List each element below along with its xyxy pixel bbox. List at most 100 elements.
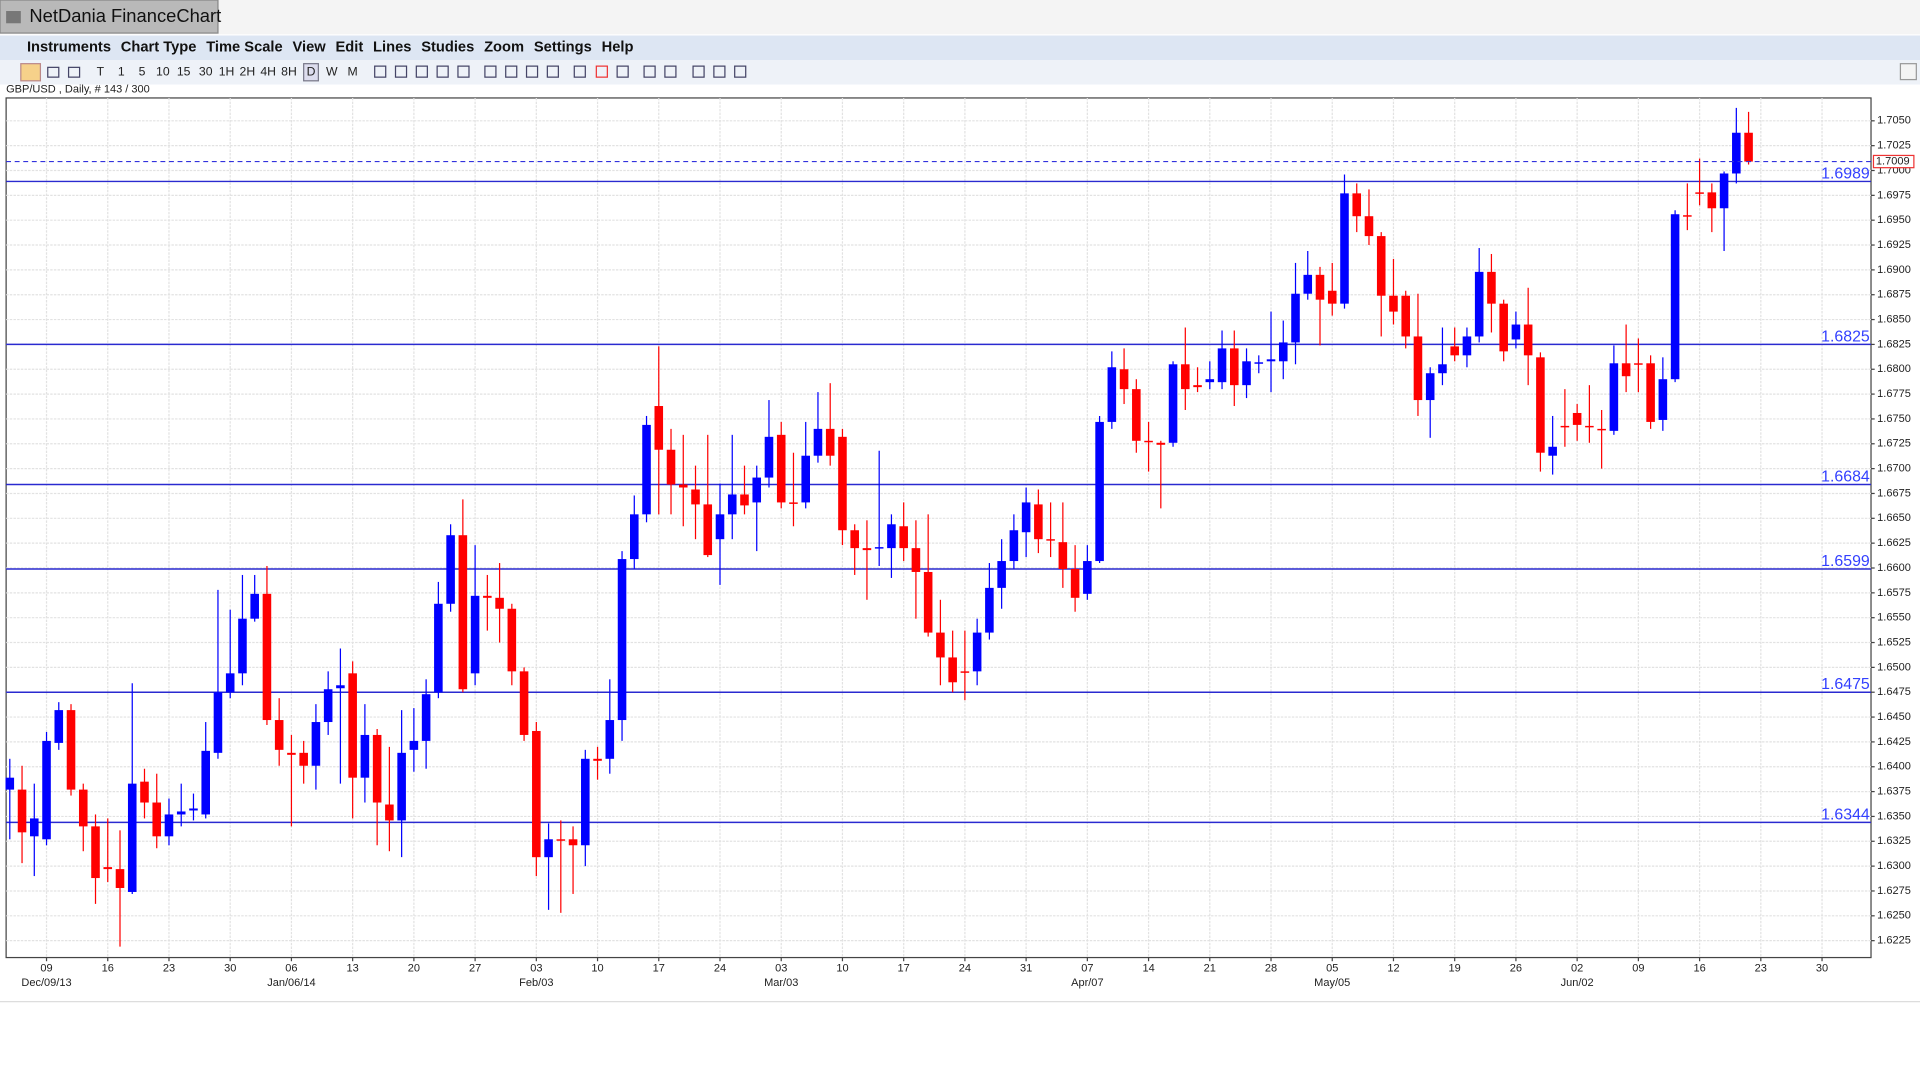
tool-icon[interactable] — [546, 65, 559, 78]
candle-body — [740, 494, 749, 506]
candle-body — [1548, 446, 1557, 456]
tool-icon[interactable] — [616, 65, 629, 78]
tool-icon[interactable] — [525, 65, 539, 78]
candle-body — [862, 548, 872, 551]
candle-body — [91, 826, 100, 879]
candle-body — [299, 752, 308, 766]
candle-body — [1009, 530, 1019, 562]
tool-button[interactable]: W — [326, 64, 338, 78]
tool-button[interactable]: 4H — [260, 64, 276, 78]
candle-body — [789, 502, 798, 504]
tool-icon[interactable] — [573, 65, 586, 78]
menu-item[interactable]: Help — [602, 40, 634, 56]
candle-body — [1536, 357, 1545, 453]
candle-body — [164, 814, 174, 837]
tool-button[interactable]: 2H — [240, 64, 256, 78]
candle-body — [225, 673, 235, 693]
tool-icon[interactable] — [457, 65, 470, 78]
candle-body — [434, 603, 443, 693]
x-tick-label: 02 — [1571, 962, 1583, 974]
candle-body — [1499, 303, 1508, 352]
x-tick-label: 12 — [1387, 962, 1399, 974]
menu-item[interactable]: View — [292, 40, 326, 56]
plot-area — [5, 97, 1872, 959]
window-title: NetDania FinanceChart — [29, 5, 221, 26]
tool-button[interactable]: 10 — [156, 64, 170, 78]
tool-icon[interactable] — [713, 65, 726, 78]
tool-button[interactable]: D — [307, 64, 316, 78]
tool-button[interactable]: 30 — [199, 64, 213, 78]
title-bar — [0, 0, 1920, 35]
candle-body — [1364, 216, 1374, 237]
tool-button[interactable]: 5 — [139, 64, 146, 78]
y-tick-label: 1.6375 — [1877, 786, 1911, 798]
tool-icon[interactable] — [47, 66, 60, 78]
candle-body — [30, 818, 39, 837]
tool-icon[interactable] — [643, 65, 656, 78]
menu-item[interactable]: Chart Type — [121, 40, 197, 56]
candle-body — [152, 802, 162, 837]
candle-body — [1291, 293, 1300, 343]
candle-body — [495, 597, 504, 609]
candle-body — [617, 559, 627, 721]
menu-item[interactable]: Studies — [421, 40, 474, 56]
menu-item[interactable]: Zoom — [484, 40, 524, 56]
menu-item[interactable]: Lines — [373, 40, 411, 56]
menu-item[interactable]: Time Scale — [206, 40, 282, 56]
candle-body — [1254, 362, 1264, 364]
level-label: 1.6684 — [1821, 468, 1870, 485]
tool-icon[interactable] — [484, 65, 497, 78]
candle-body — [1315, 274, 1325, 300]
candle-body — [1058, 542, 1068, 569]
candle-body — [1352, 193, 1362, 217]
tool-icon[interactable] — [692, 65, 705, 78]
y-tick-label: 1.7025 — [1877, 140, 1911, 152]
tool-icon[interactable] — [595, 65, 608, 78]
tool-icon[interactable] — [415, 65, 428, 78]
x-month-label: Jun/02 — [1561, 977, 1594, 989]
corner-button[interactable] — [1899, 63, 1917, 81]
window-tab[interactable] — [0, 0, 219, 34]
candle-body — [127, 783, 137, 892]
menu-item[interactable]: Settings — [534, 40, 592, 56]
tool-button[interactable]: M — [348, 64, 358, 78]
tool-button[interactable]: 1H — [219, 64, 235, 78]
tool-icon[interactable] — [67, 66, 81, 78]
tool-icon[interactable] — [436, 65, 449, 78]
tool-icon[interactable] — [734, 65, 747, 78]
candle-body — [1303, 274, 1313, 294]
candle-body — [1168, 364, 1178, 443]
tool-icon[interactable] — [374, 65, 387, 78]
candle-body — [66, 710, 76, 790]
tool-icon[interactable] — [505, 65, 518, 78]
x-month-label: Mar/03 — [764, 977, 798, 989]
y-tick-label: 1.6525 — [1877, 636, 1911, 648]
tool-button[interactable]: 1 — [118, 64, 125, 78]
candle-body — [421, 694, 431, 741]
y-tick-label: 1.6675 — [1877, 487, 1911, 499]
candle-body — [764, 436, 774, 478]
tool-button[interactable]: T — [97, 64, 105, 78]
candle-body — [446, 535, 455, 604]
x-tick-label: 16 — [102, 962, 114, 974]
tool-icon[interactable] — [394, 65, 408, 78]
y-tick-label: 1.6825 — [1877, 338, 1911, 350]
candle-body — [1646, 363, 1655, 422]
candle-body — [666, 449, 676, 485]
candle-body — [1132, 389, 1141, 441]
candle-body — [1181, 364, 1190, 390]
y-tick-label: 1.6600 — [1877, 562, 1911, 574]
tool-button[interactable] — [20, 63, 42, 82]
menu-item[interactable]: Edit — [336, 40, 364, 56]
x-tick-label: 19 — [1449, 962, 1461, 974]
menu-item[interactable]: Instruments — [27, 40, 111, 56]
x-month-label: Apr/07 — [1071, 977, 1103, 989]
candle-body — [838, 436, 847, 531]
x-tick-label: 03 — [775, 962, 787, 974]
tool-button[interactable]: 8H — [281, 64, 297, 78]
tool-icon[interactable] — [664, 65, 677, 78]
tool-button[interactable]: 15 — [177, 64, 191, 78]
candle-body — [1658, 379, 1668, 420]
y-tick-label: 1.6300 — [1877, 860, 1911, 872]
x-tick-label: 09 — [1632, 962, 1644, 974]
